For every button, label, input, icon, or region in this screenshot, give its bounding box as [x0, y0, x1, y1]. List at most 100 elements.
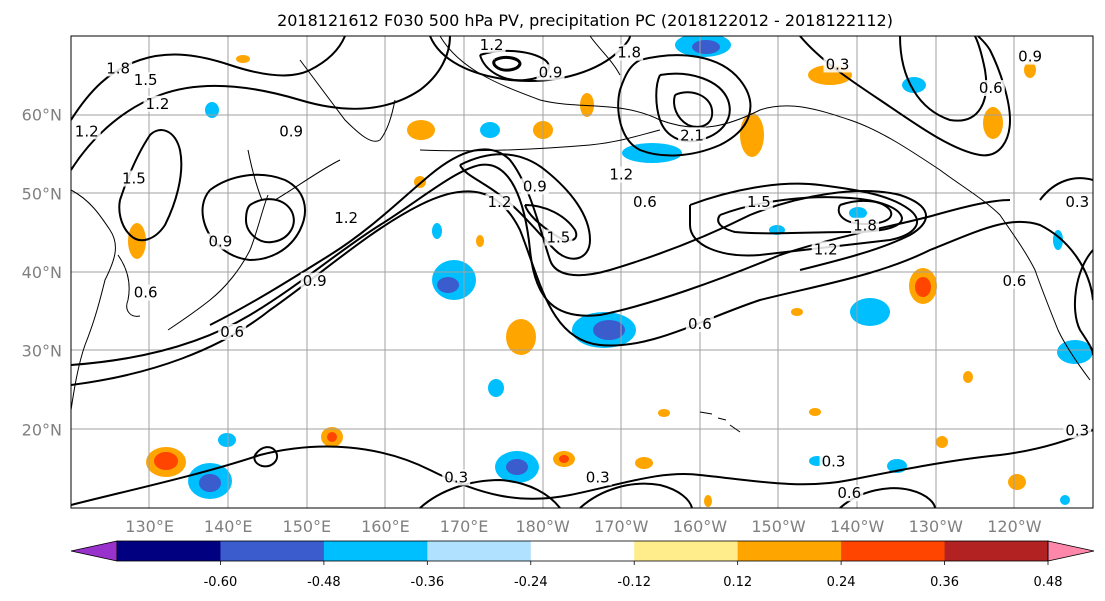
precip-blob-positive: [154, 452, 178, 470]
contour-label: 0.9: [208, 232, 232, 250]
contour-label-bg: [851, 217, 880, 234]
longitude-tick-label: 130°W: [909, 517, 964, 536]
pv-contour-line: [579, 482, 693, 508]
precip-blob-positive: [983, 107, 1003, 139]
latitude-tick-label: 20°N: [22, 420, 62, 439]
colorbar-segment: [634, 541, 739, 561]
colorbar-segment: [117, 541, 221, 561]
colorbar-tick-label: -0.12: [617, 575, 651, 590]
contour-label: 1.2: [814, 240, 838, 258]
contour-label-bg: [131, 72, 160, 89]
contour-label: 1.2: [334, 209, 358, 227]
pv-contour-line: [244, 198, 295, 244]
precip-blob-positive: [963, 371, 973, 383]
contour-label-bg: [218, 323, 247, 340]
coastline-bering: [589, 36, 621, 76]
precip-blob-negative: [506, 459, 528, 475]
precip-blob-positive: [809, 408, 821, 416]
longitude-tick-label: 170°W: [594, 517, 649, 536]
coastline-hawaii: [699, 411, 741, 433]
contour-label-bg: [143, 95, 172, 112]
precip-blob-negative: [488, 379, 504, 397]
longitude-tick-label: 120°W: [987, 517, 1042, 536]
colorbar-tick-label: 0.24: [827, 575, 856, 590]
colorbar-tick-label: -0.48: [307, 575, 341, 590]
contour-label-bg: [1000, 272, 1029, 289]
longitude-labels-group: 130°E 140°E 150°E 160°E 170°E 180°W 170°W 160°W…: [125, 517, 1041, 536]
colorbar-segment: [220, 541, 325, 561]
contour-label: 1.8: [106, 59, 130, 77]
contour-label-bg: [520, 178, 549, 195]
map-gridlines: [71, 36, 1093, 508]
contour-label-bg: [206, 233, 235, 250]
precip-blob-positive: [236, 55, 250, 63]
colorbar-extend-high: [1047, 540, 1095, 562]
colorbar-segment: [944, 541, 1049, 561]
contour-label: 0.9: [1018, 48, 1042, 66]
precip-blob-positive: [476, 235, 484, 247]
contour-label-bg: [300, 272, 329, 289]
precip-blob-positive: [1008, 474, 1026, 490]
precip-blob-positive: [915, 277, 931, 297]
pv-contour-line: [899, 36, 988, 122]
contour-label: 0.3: [822, 453, 846, 471]
colorbar-extend-low: [70, 540, 118, 562]
contour-label: 1.5: [134, 71, 158, 89]
colorbar-segment: [323, 541, 428, 561]
colorbar-tick-label: -0.60: [204, 575, 238, 590]
longitude-tick-label: 140°W: [830, 517, 885, 536]
map-frame: [70, 35, 1094, 509]
contour-label-bg: [835, 485, 864, 502]
precip-blob-positive: [407, 120, 435, 140]
contour-label: 1.5: [122, 170, 146, 188]
longitude-tick-label: 170°E: [440, 517, 489, 536]
precip-blob-positive: [559, 455, 569, 463]
contour-label-bg: [1063, 194, 1092, 211]
contour-label-bg: [678, 127, 707, 144]
pv-contour-line: [71, 190, 1093, 386]
contour-label: 0.3: [1065, 193, 1089, 211]
contour-label: 1.5: [546, 229, 570, 247]
contour-label: 0.6: [1002, 272, 1026, 290]
pv-contour-line: [524, 204, 578, 242]
contour-label-bg: [744, 194, 773, 211]
precip-blob-negative: [480, 122, 500, 138]
coastline-japan: [167, 194, 269, 331]
contour-label: 0.9: [523, 177, 547, 195]
contour-label-bg: [277, 123, 306, 140]
map-plot-area: [71, 36, 1093, 508]
contour-label-bg: [104, 60, 133, 77]
coastline-korea: [117, 254, 141, 317]
precip-blob-positive: [1024, 62, 1036, 78]
contour-label-bg: [477, 36, 506, 53]
precip-blob-negative: [437, 277, 459, 293]
precip-blob-positive: [635, 457, 653, 469]
longitude-tick-label: 180°W: [516, 517, 571, 536]
pv-contour-line: [429, 36, 631, 82]
latitude-tick-label: 40°N: [22, 263, 62, 282]
contour-label-bg: [72, 123, 101, 140]
contour-label: 0.6: [633, 193, 657, 211]
precip-blob-negative: [692, 40, 720, 54]
coastlines: [71, 36, 1091, 433]
chart-title: 2018121612 F030 500 hPa PV, precipitatio…: [277, 11, 893, 30]
contour-label-bg: [536, 64, 565, 81]
colorbar-segment: [530, 541, 635, 561]
contour-label-bg: [976, 80, 1005, 97]
pv-contour-line: [837, 199, 893, 226]
coastline-north-america-west: [999, 214, 1091, 381]
pv-contour-line: [1039, 177, 1093, 201]
longitude-tick-label: 160°W: [673, 517, 728, 536]
longitude-tick-label: 150°E: [283, 517, 332, 536]
precip-blob-negative: [1060, 495, 1070, 505]
contour-label-bg: [119, 170, 148, 187]
latitude-tick-label: 60°N: [22, 106, 62, 125]
coastline-alaska: [439, 36, 1001, 216]
precip-blob-positive: [791, 308, 803, 316]
precip-blob-negative: [205, 102, 219, 118]
pv-contour-line: [419, 478, 561, 508]
precip-blob-negative: [849, 207, 867, 219]
contour-label-bg: [630, 194, 659, 211]
contour-label: 0.3: [586, 468, 610, 486]
